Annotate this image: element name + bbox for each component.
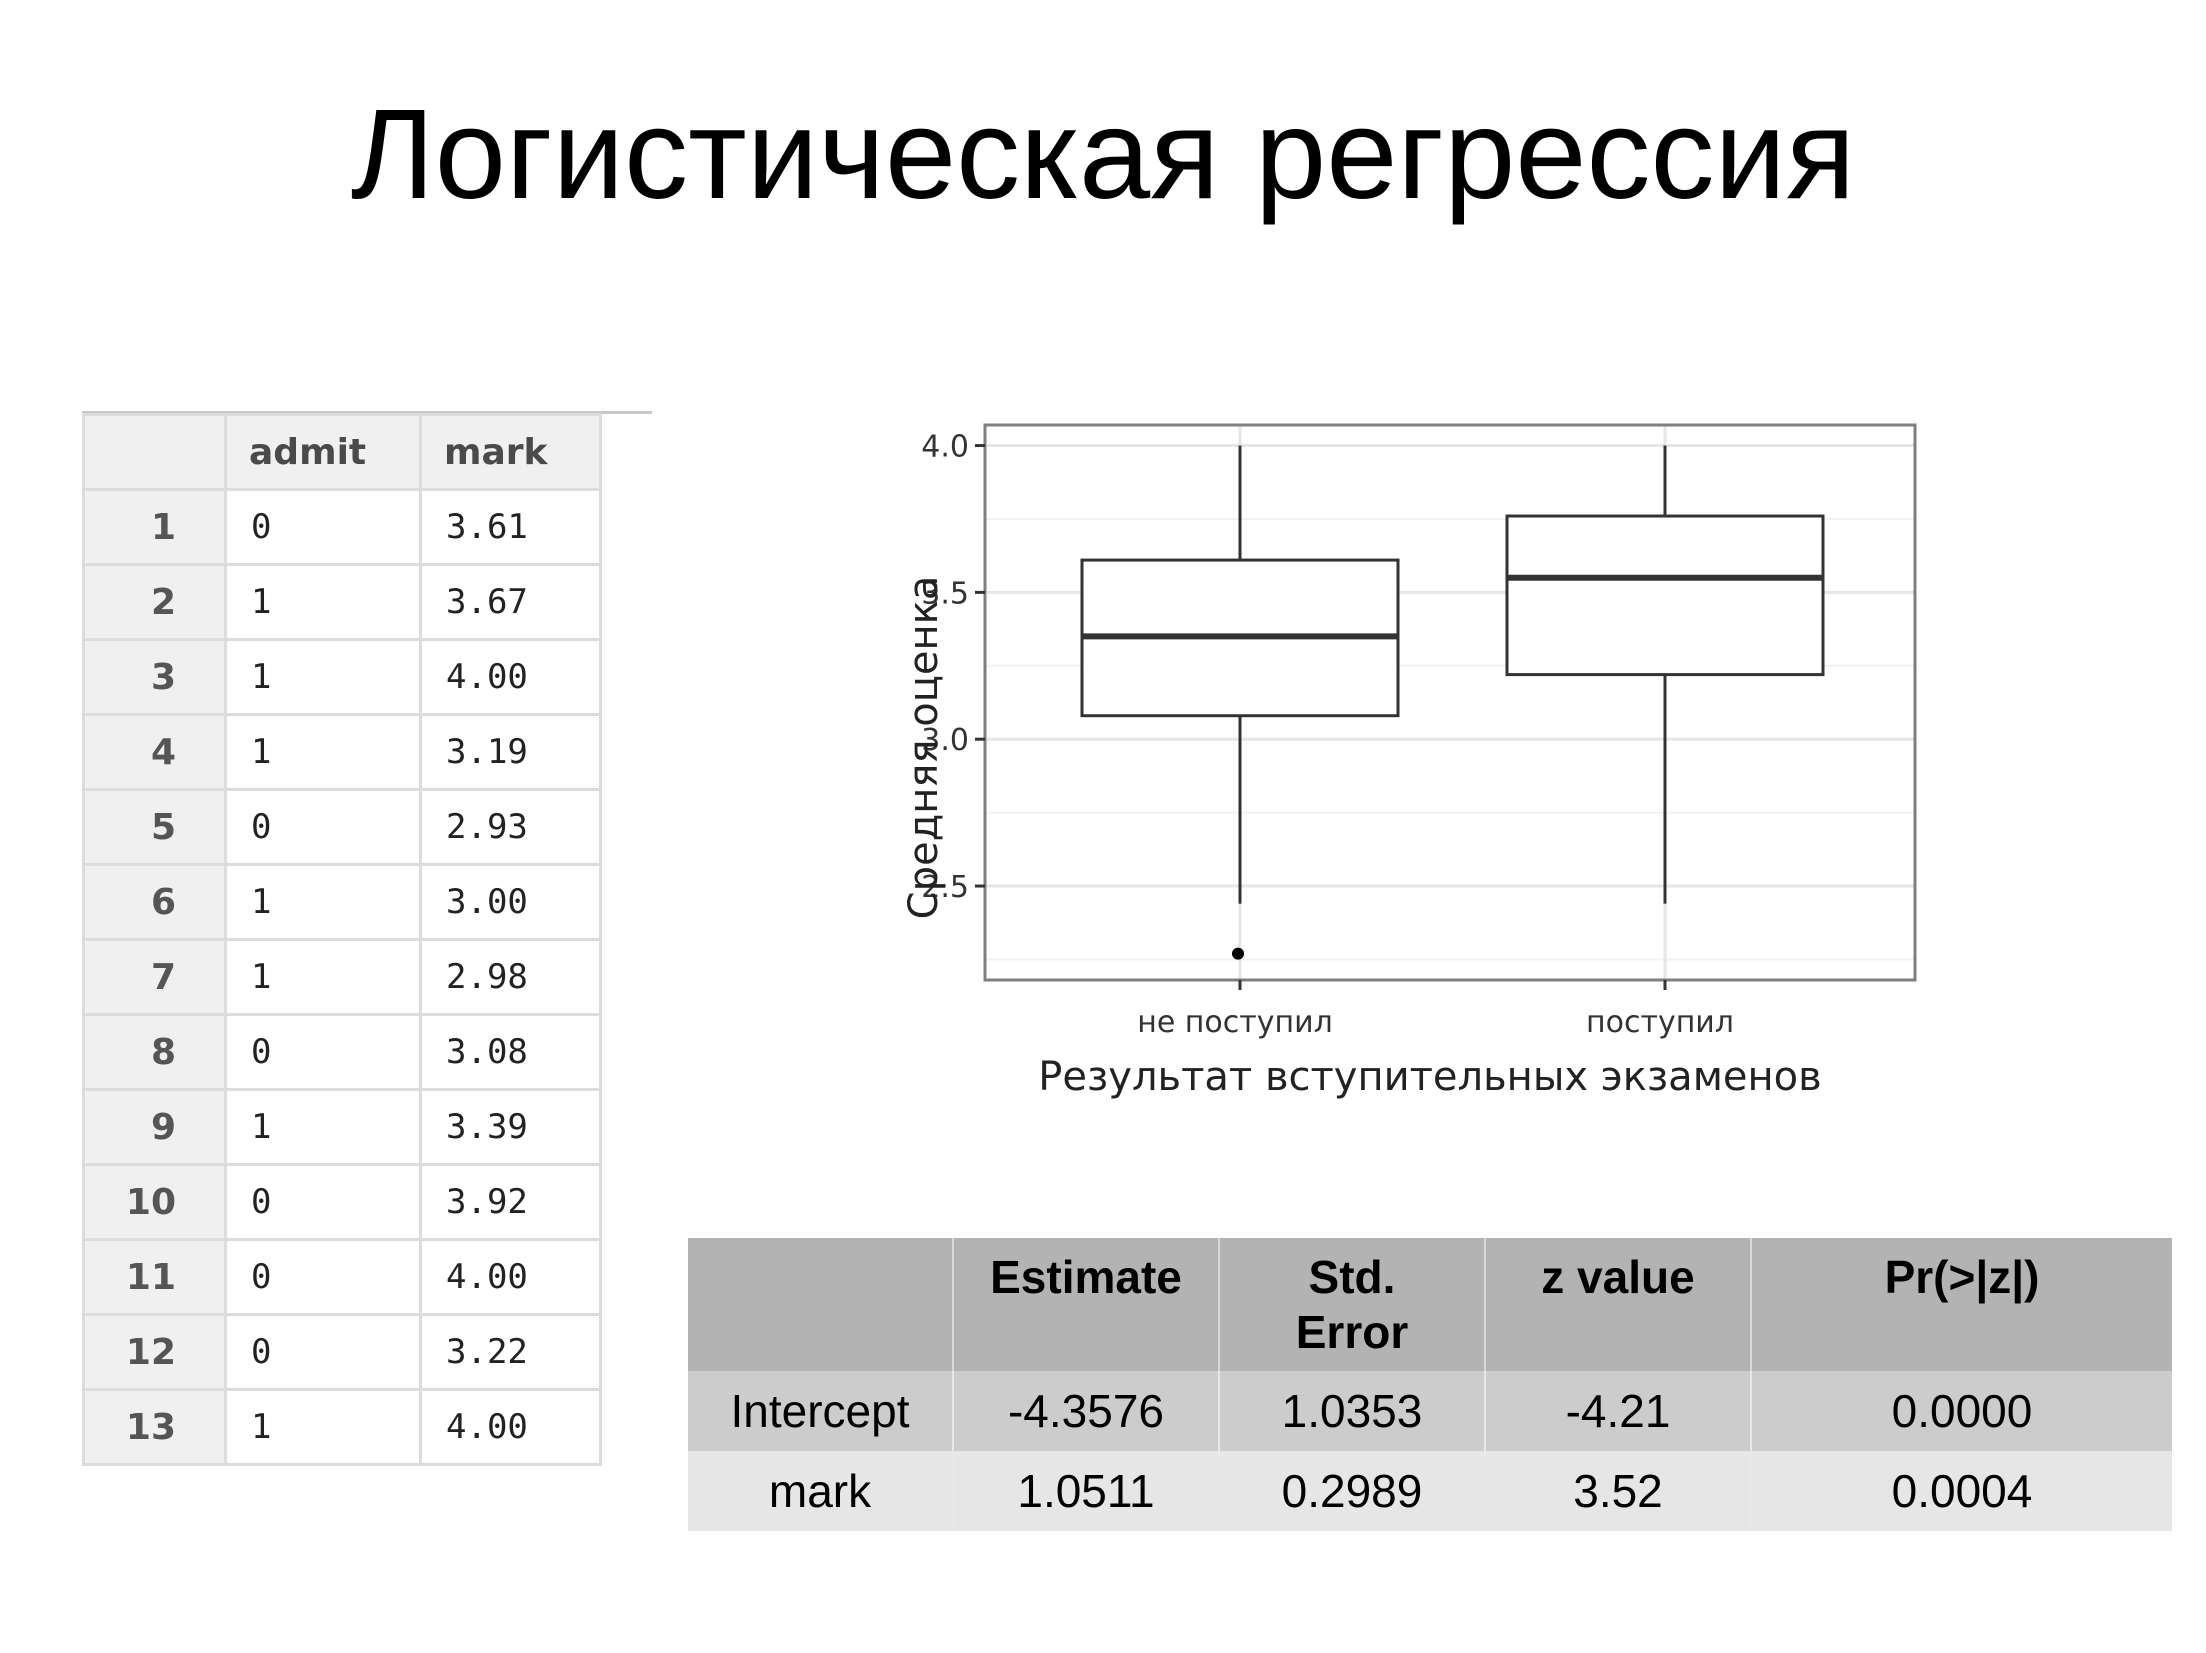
row-index: 6 — [82, 863, 227, 941]
data-table-header-row: admit mark — [82, 413, 602, 491]
mark-cell: 3.22 — [419, 1313, 602, 1391]
coef-p-value: 0.0004 — [1751, 1451, 2172, 1531]
row-index: 13 — [82, 1388, 227, 1466]
table-row: 7 1 2.98 — [82, 938, 602, 1016]
outlier-point — [1232, 947, 1244, 960]
y-tick-label: 2.5 — [921, 870, 969, 905]
row-index: 2 — [82, 563, 227, 641]
row-index: 8 — [82, 1013, 227, 1091]
admit-cell: 0 — [224, 1013, 422, 1091]
table-row: 1 0 3.61 — [82, 488, 602, 566]
slide-title: Логистическая регрессия — [350, 83, 1856, 226]
admit-cell: 0 — [224, 488, 422, 566]
x-tick-label: не поступил — [1137, 1005, 1333, 1040]
coef-std-error: 0.2989 — [1219, 1451, 1486, 1531]
admit-cell: 1 — [224, 638, 422, 716]
row-index: 11 — [82, 1238, 227, 1316]
table-row: 8 0 3.08 — [82, 1013, 602, 1091]
table-row: 2 1 3.67 — [82, 563, 602, 641]
table-row: 13 1 4.00 — [82, 1388, 602, 1466]
admit-cell: 1 — [224, 1088, 422, 1166]
admit-cell: 0 — [224, 1163, 422, 1241]
mark-cell: 3.67 — [419, 563, 602, 641]
y-tick-label: 4.0 — [921, 430, 969, 465]
table-row: 9 1 3.39 — [82, 1088, 602, 1166]
admit-column-header: admit — [224, 413, 422, 491]
x-tick-label: поступил — [1586, 1005, 1734, 1040]
table-row: 6 1 3.00 — [82, 863, 602, 941]
coef-header-row: Estimate Std. Error z value Pr(>|z|) — [688, 1238, 2172, 1371]
y-tick-label: 3.5 — [921, 576, 969, 611]
mark-cell: 2.93 — [419, 788, 602, 866]
mark-cell: 3.92 — [419, 1163, 602, 1241]
admit-cell: 1 — [224, 563, 422, 641]
row-index: 12 — [82, 1313, 227, 1391]
coef-std-error: 1.0353 — [1219, 1371, 1486, 1451]
admit-cell: 1 — [224, 713, 422, 791]
coef-z-value: -4.21 — [1485, 1371, 1752, 1451]
mark-column-header: mark — [419, 413, 602, 491]
row-index-header — [82, 413, 227, 491]
row-index: 7 — [82, 938, 227, 1016]
box-iqr — [1505, 514, 1825, 677]
plot-frame — [983, 423, 1917, 982]
coef-estimate: 1.0511 — [953, 1451, 1220, 1531]
row-index: 3 — [82, 638, 227, 716]
admit-cell: 1 — [224, 1388, 422, 1466]
table-top-divider — [82, 411, 652, 414]
coef-p-value: 0.0000 — [1751, 1371, 2172, 1451]
mark-cell: 3.61 — [419, 488, 602, 566]
table-row: 4 1 3.19 — [82, 713, 602, 791]
table-row: 11 0 4.00 — [82, 1238, 602, 1316]
coef-term: mark — [688, 1451, 954, 1531]
table-row: 10 0 3.92 — [82, 1163, 602, 1241]
table-row: 3 1 4.00 — [82, 638, 602, 716]
admit-cell: 0 — [224, 1313, 422, 1391]
mark-cell: 3.08 — [419, 1013, 602, 1091]
data-table: admit mark 1 0 3.61 2 1 3.67 3 1 4.00 4 1 3.19 5 0 2.9… — [82, 413, 602, 1466]
admit-cell: 1 — [224, 863, 422, 941]
coef-header-term — [688, 1238, 954, 1371]
coef-row-mark: mark 1.0511 0.2989 3.52 0.0004 — [688, 1451, 2172, 1531]
mark-cell: 4.00 — [419, 1238, 602, 1316]
mark-cell: 3.19 — [419, 713, 602, 791]
coef-z-value: 3.52 — [1485, 1451, 1752, 1531]
row-index: 10 — [82, 1163, 227, 1241]
admit-cell: 0 — [224, 788, 422, 866]
coef-row-intercept: Intercept -4.3576 1.0353 -4.21 0.0000 — [688, 1371, 2172, 1451]
row-index: 5 — [82, 788, 227, 866]
coef-term: Intercept — [688, 1371, 954, 1451]
coef-header-std-error: Std. Error — [1219, 1238, 1486, 1371]
mark-cell: 4.00 — [419, 1388, 602, 1466]
mark-cell: 3.00 — [419, 863, 602, 941]
y-tick-label: 3.0 — [921, 723, 969, 758]
table-row: 5 0 2.93 — [82, 788, 602, 866]
boxplot-chart: 2.5 3.0 3.5 4.0 не поступил поступил Результат… — [901, 423, 1917, 1100]
coef-header-z-value: z value — [1485, 1238, 1752, 1371]
coef-header-estimate: Estimate — [953, 1238, 1220, 1371]
row-index: 9 — [82, 1088, 227, 1166]
mark-cell: 4.00 — [419, 638, 602, 716]
row-index: 1 — [82, 488, 227, 566]
x-axis-title: Результат вступительных экзаменов — [1038, 1054, 1821, 1100]
y-axis-title: Средняя оценка — [901, 576, 947, 920]
mark-cell: 2.98 — [419, 938, 602, 1016]
row-index: 4 — [82, 713, 227, 791]
mark-cell: 3.39 — [419, 1088, 602, 1166]
coef-estimate: -4.3576 — [953, 1371, 1220, 1451]
coef-header-p-value: Pr(>|z|) — [1751, 1238, 2172, 1371]
table-row: 12 0 3.22 — [82, 1313, 602, 1391]
coefficient-table: Estimate Std. Error z value Pr(>|z|) Int… — [688, 1238, 2172, 1531]
admit-cell: 1 — [224, 938, 422, 1016]
admit-cell: 0 — [224, 1238, 422, 1316]
